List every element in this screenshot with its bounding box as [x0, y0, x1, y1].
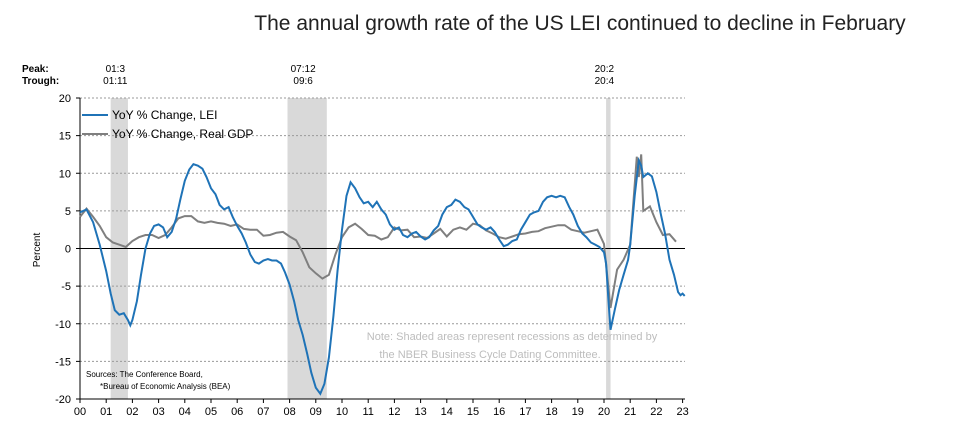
- x-tick-label: 01: [100, 406, 112, 418]
- x-tick-label: 03: [152, 406, 164, 418]
- recession-peak-1: 07:12: [291, 64, 316, 75]
- y-axis: -20 -15 -10 -5 0 5 10 15 20: [55, 93, 81, 406]
- x-tick-label: 19: [572, 406, 584, 418]
- y-tick-label: -5: [61, 281, 71, 293]
- x-axis: 00 01 02 03 04 05 06 07 08 09 10 11 12 13 14 15 16 17 18 19…: [74, 399, 689, 418]
- trough-header: Trough:: [22, 76, 59, 87]
- x-tick-label: 07: [257, 406, 269, 418]
- y-axis-label: Percent: [32, 233, 43, 268]
- x-tick-label: 13: [414, 406, 426, 418]
- x-tick-label: 08: [283, 406, 295, 418]
- grid: [80, 97, 685, 362]
- x-tick-label: 21: [624, 406, 636, 418]
- y-tick-label: 0: [65, 244, 71, 256]
- note-line-2: the NBER Business Cycle Dating Committee…: [379, 349, 600, 361]
- x-tick-label: 04: [179, 406, 191, 418]
- y-tick-label: 15: [59, 131, 71, 143]
- legend-label-lei: YoY % Change, LEI: [112, 108, 217, 122]
- y-tick-label: 5: [65, 206, 71, 218]
- x-tick-label: 09: [310, 406, 322, 418]
- x-tick-label: 12: [388, 406, 400, 418]
- y-tick-label: 20: [59, 93, 71, 105]
- x-tick-label: 00: [74, 406, 86, 418]
- x-tick-label: 22: [650, 406, 662, 418]
- x-tick-label: 15: [467, 406, 479, 418]
- y-tick-label: -20: [55, 394, 71, 406]
- series-line-real-gdp: [79, 154, 677, 309]
- recession-trough-0: 01:11: [103, 76, 128, 87]
- recession-peak-2: 20:2: [595, 64, 615, 75]
- y-tick-label: -10: [55, 319, 71, 331]
- x-tick-label: 23: [676, 406, 688, 418]
- y-tick-label: -15: [55, 356, 71, 368]
- x-tick-label: 06: [231, 406, 243, 418]
- y-tick-label: 10: [59, 168, 71, 180]
- peak-header: Peak:: [22, 64, 49, 75]
- sources-line-2: *Bureau of Economic Analysis (BEA): [100, 382, 231, 391]
- x-tick-label: 16: [493, 406, 505, 418]
- x-tick-label: 11: [362, 406, 373, 418]
- x-tick-label: 10: [336, 406, 348, 418]
- legend-label-gdp: YoY % Change, Real GDP: [112, 127, 253, 141]
- recession-peak-0: 01:3: [106, 64, 126, 75]
- recession-trough-2: 20:4: [595, 76, 615, 87]
- x-tick-label: 05: [205, 406, 217, 418]
- recession-trough-1: 09:6: [293, 76, 313, 87]
- x-tick-label: 18: [545, 406, 557, 418]
- chart-title: The annual growth rate of the US LEI con…: [254, 12, 906, 35]
- note-line-1: Note: Shaded areas represent recessions …: [367, 331, 658, 343]
- legend: YoY % Change, LEI YoY % Change, Real GDP: [82, 108, 253, 141]
- x-tick-label: 14: [441, 406, 453, 418]
- sources-line-1: Sources: The Conference Board,: [86, 370, 203, 379]
- series-line-lei: [79, 156, 686, 396]
- x-tick-label: 17: [519, 406, 531, 418]
- x-tick-label: 02: [126, 406, 138, 418]
- x-tick-label: 20: [598, 406, 610, 418]
